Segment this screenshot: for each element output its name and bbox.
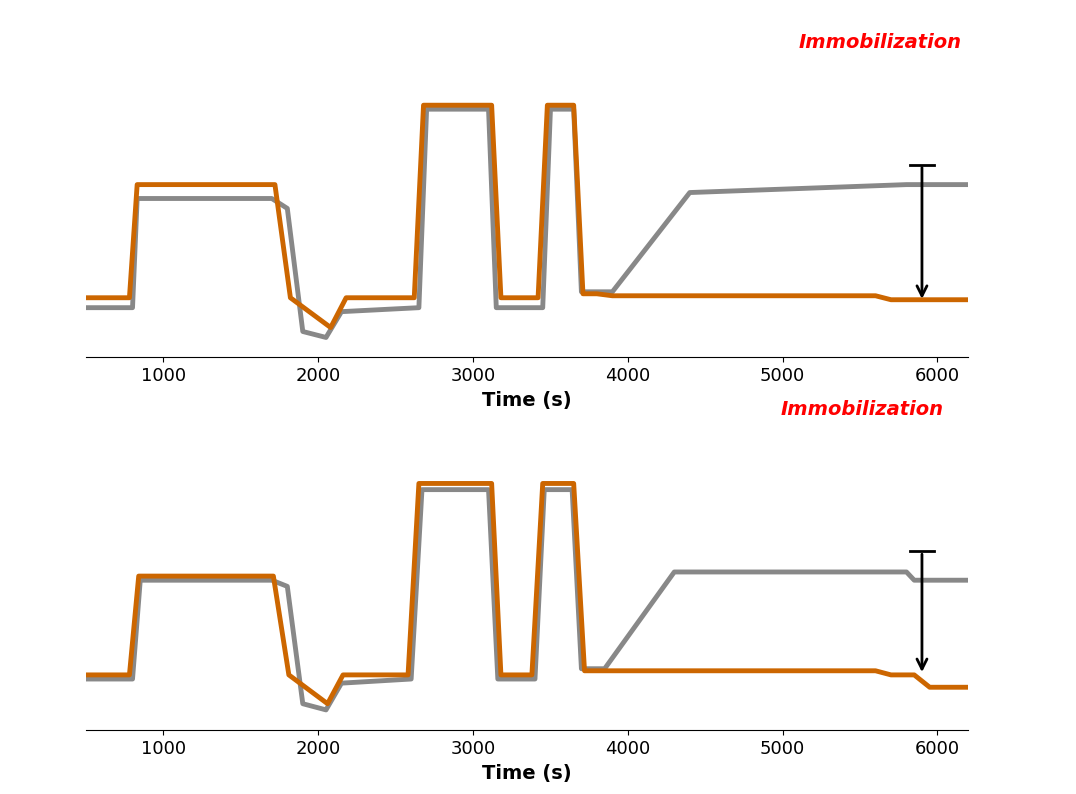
Text: Immobilization: Immobilization <box>798 33 962 52</box>
Legend: CMD, HC: CMD, HC <box>417 468 637 501</box>
X-axis label: Time (s): Time (s) <box>482 764 572 783</box>
Text: Immobilization: Immobilization <box>781 400 944 419</box>
X-axis label: Time (s): Time (s) <box>482 391 572 410</box>
